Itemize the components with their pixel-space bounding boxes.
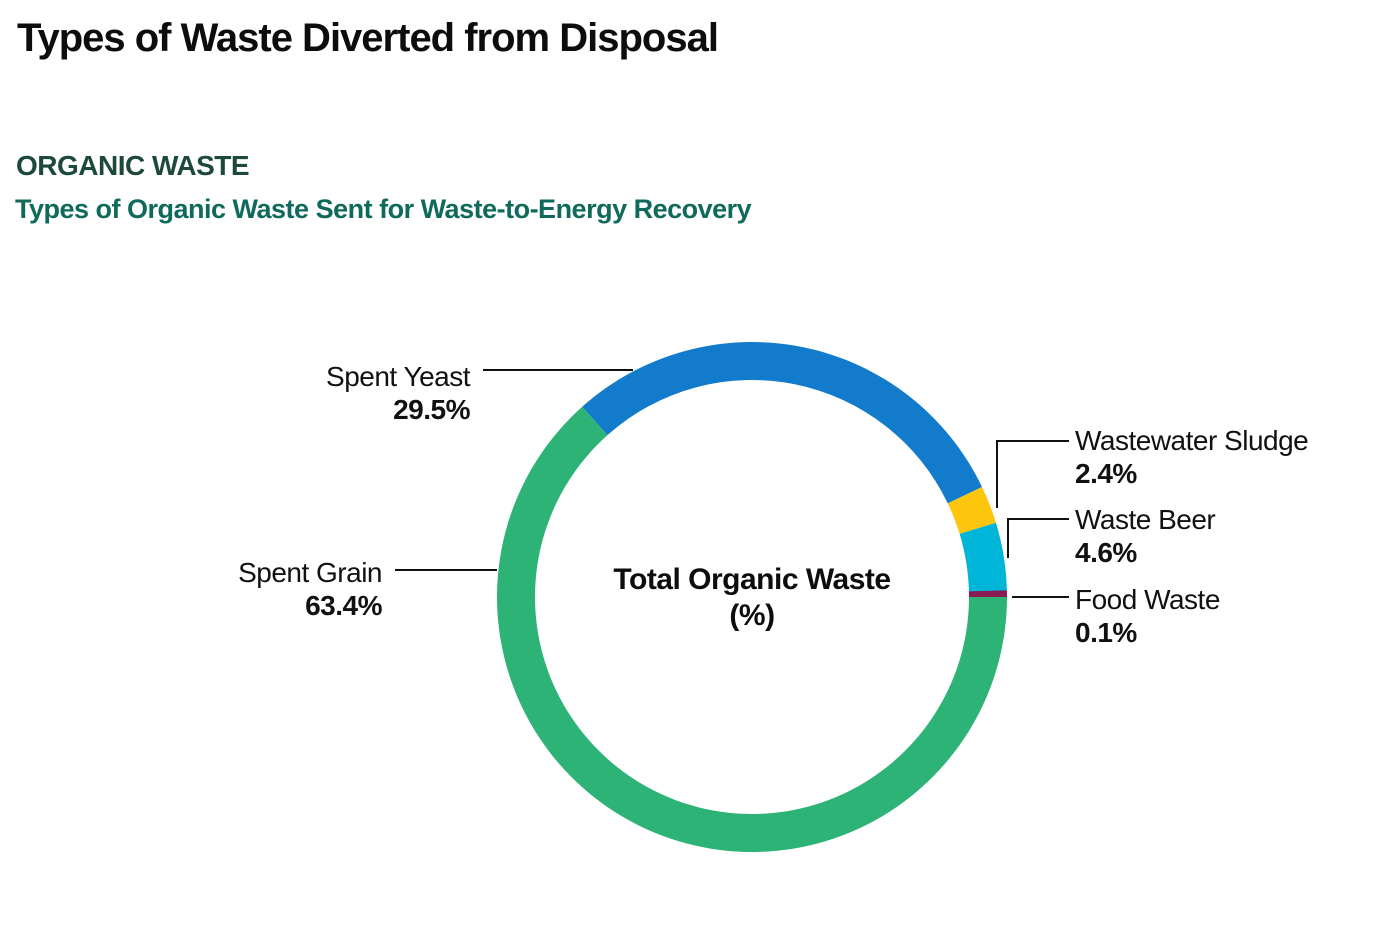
callout-spent-yeast-value: 29.5% [393,394,470,425]
callout-food-waste: Food Waste 0.1% [1075,583,1220,649]
callout-waste-beer-value: 4.6% [1075,537,1137,568]
donut-center-label: Total Organic Waste (%) [613,562,891,634]
callout-wastewater-sludge-value: 2.4% [1075,458,1137,489]
page-title: Types of Waste Diverted from Disposal [17,16,719,60]
callout-spent-yeast: Spent Yeast 29.5% [326,360,470,426]
callout-wastewater-sludge: Wastewater Sludge 2.4% [1075,424,1309,490]
callout-spent-yeast-label: Spent Yeast [326,361,470,392]
leader-line-wastewater-sludge [996,440,1069,508]
callout-spent-grain: Spent Grain 63.4% [238,556,382,622]
leader-line-waste-beer [1007,518,1069,558]
callout-waste-beer: Waste Beer 4.6% [1075,503,1216,569]
section-subheading: Types of Organic Waste Sent for Waste-to… [15,194,752,224]
donut-segment-spent-yeast [582,342,983,504]
donut-center-label-line2: (%) [729,599,775,632]
section-heading: ORGANIC WASTE [16,150,250,181]
donut-segment-spent-grain [496,406,1007,853]
donut-segment-waste-beer [959,522,1007,596]
callout-waste-beer-label: Waste Beer [1075,504,1216,535]
callout-spent-grain-value: 63.4% [305,590,382,621]
callout-food-waste-label: Food Waste [1075,584,1220,615]
callout-spent-grain-label: Spent Grain [238,557,382,588]
donut-segment-food-waste [968,590,1007,597]
donut-center-label-line1: Total Organic Waste [613,563,891,596]
donut-segment-wastewater-sludge [947,486,996,534]
callout-wastewater-sludge-label: Wastewater Sludge [1075,425,1309,456]
callout-food-waste-value: 0.1% [1075,617,1137,648]
